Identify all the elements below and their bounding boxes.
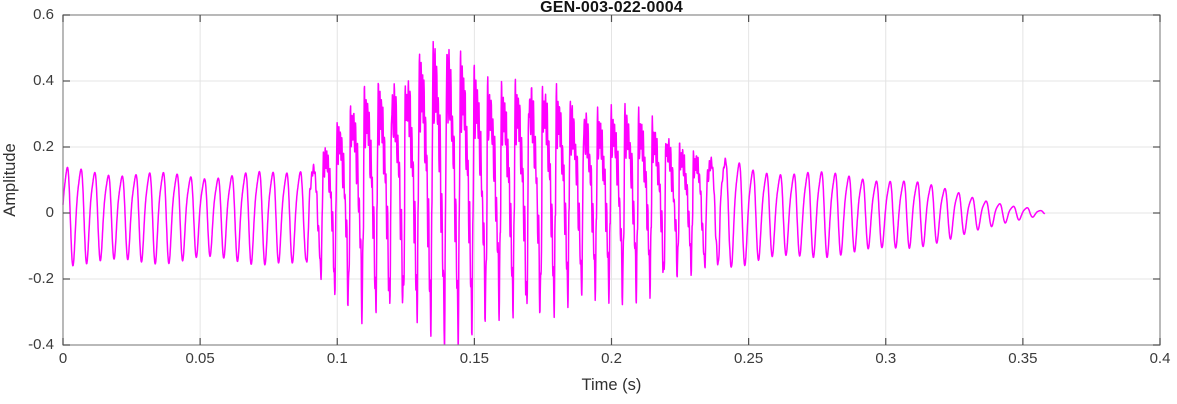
y-tick-label: -0.4: [28, 336, 54, 353]
x-axis-label: Time (s): [581, 376, 642, 394]
y-tick-label: 0.6: [33, 6, 54, 23]
x-tick-label: 0.4: [1149, 350, 1171, 367]
y-tick-label: 0: [45, 204, 54, 221]
x-tick-label: 0.05: [185, 350, 215, 367]
x-tick-label: 0.15: [459, 350, 489, 367]
y-tick-label: 0.2: [33, 138, 54, 155]
x-tick-label: 0.25: [734, 350, 764, 367]
x-tick-label: 0.2: [601, 350, 622, 367]
y-tick-label: 0.4: [33, 72, 54, 89]
x-tick-label: 0.35: [1008, 350, 1038, 367]
x-tick-label: 0: [58, 350, 68, 367]
x-tick-label: 0.1: [326, 350, 348, 367]
waveform-path: [62, 40, 1046, 346]
y-tick-label: -0.2: [28, 270, 54, 287]
chart-title: GEN-003-022-0004: [540, 0, 683, 16]
x-tick-label: 0.3: [875, 350, 897, 367]
